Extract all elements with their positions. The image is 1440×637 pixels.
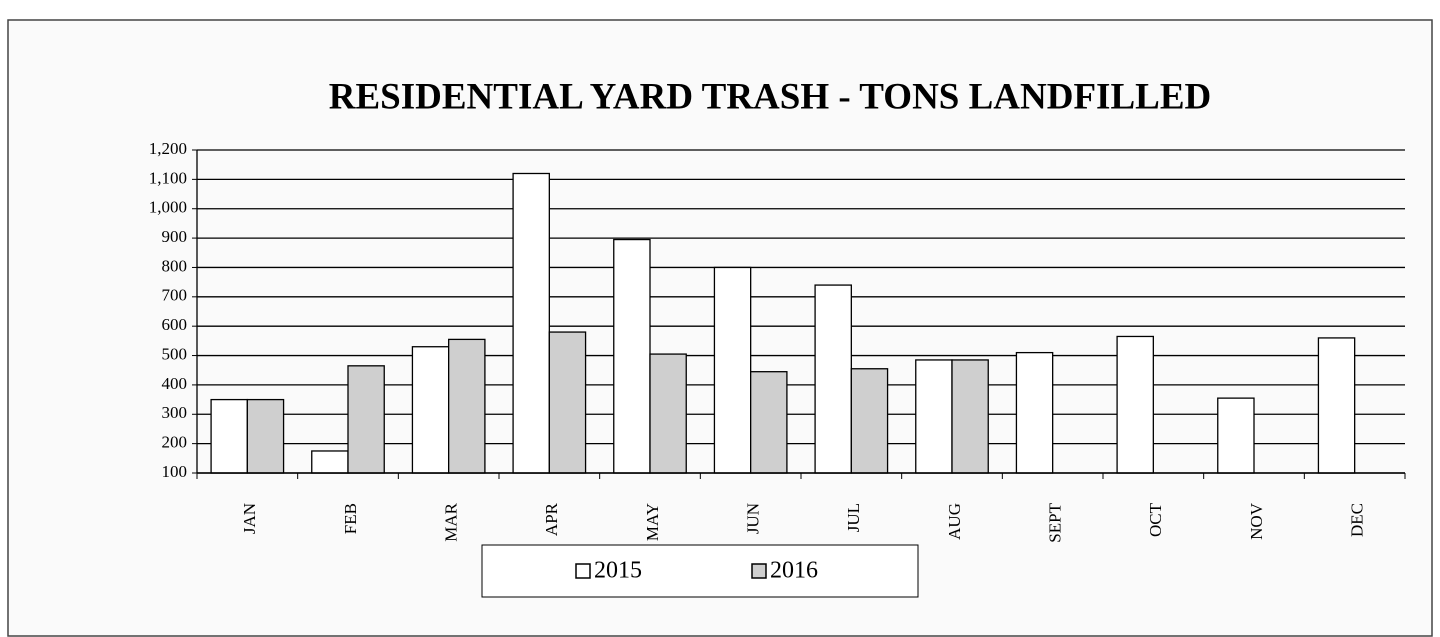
bar — [1015, 351, 1054, 474]
bar — [915, 359, 953, 474]
legend-swatch — [751, 563, 767, 579]
y-tick-label: 500 — [162, 344, 188, 363]
bar — [411, 346, 450, 474]
bar — [951, 359, 989, 474]
legend-text: 2016 — [770, 558, 818, 584]
x-tick-label: APR — [542, 502, 561, 536]
bar — [1217, 397, 1255, 474]
legend-swatch — [575, 563, 591, 579]
x-tick-label: NOV — [1247, 502, 1266, 540]
x-tick-label: DEC — [1348, 503, 1367, 537]
y-tick-label: 200 — [162, 433, 188, 452]
bar — [246, 398, 285, 474]
legend-box — [481, 544, 919, 598]
x-tick-label: SEPT — [1046, 502, 1065, 542]
bar — [1317, 337, 1356, 474]
bar — [850, 368, 889, 474]
x-tick-label: JUN — [744, 503, 763, 534]
chart-title: RESIDENTIAL YARD TRASH - TONS LANDFILLED — [329, 76, 1211, 117]
bar — [548, 331, 587, 474]
bar — [613, 238, 651, 474]
y-tick-label: 1,100 — [149, 168, 187, 187]
bar — [713, 266, 752, 474]
y-tick-label: 1,200 — [149, 139, 187, 158]
x-tick-label: JAN — [240, 503, 259, 534]
bar — [649, 353, 687, 474]
bar — [448, 338, 486, 474]
bar — [210, 398, 248, 474]
y-tick-label: 800 — [162, 256, 188, 275]
bar — [1116, 335, 1154, 474]
x-tick-label: FEB — [341, 503, 360, 534]
x-tick-label: OCT — [1146, 502, 1165, 537]
bar — [347, 365, 385, 474]
bar — [512, 172, 550, 474]
y-tick-label: 400 — [162, 374, 188, 393]
legend-text: 2015 — [594, 558, 642, 584]
bar — [750, 371, 788, 474]
y-tick-label: 300 — [162, 403, 188, 422]
y-tick-label: 100 — [162, 462, 188, 481]
y-tick-label: 600 — [162, 315, 188, 334]
x-tick-label: MAY — [643, 503, 662, 541]
x-tick-label: AUG — [945, 503, 964, 540]
bar — [814, 284, 852, 474]
y-tick-label: 1,000 — [149, 198, 187, 217]
x-tick-label: MAR — [442, 502, 461, 541]
y-tick-label: 700 — [162, 286, 188, 305]
y-tick-label: 900 — [162, 227, 188, 246]
x-tick-label: JUL — [844, 503, 863, 532]
bar — [311, 450, 349, 474]
